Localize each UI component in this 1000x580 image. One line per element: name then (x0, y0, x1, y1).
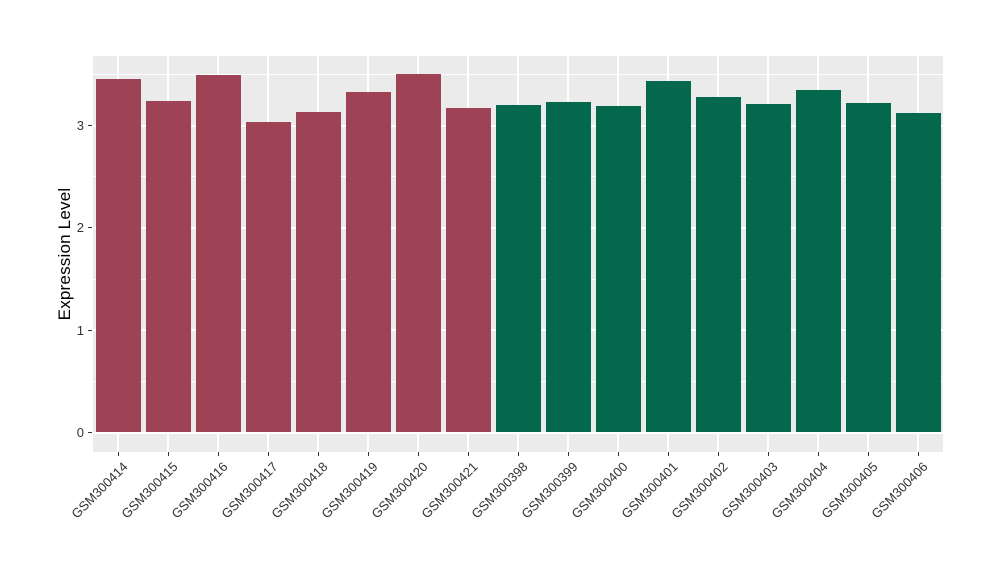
x-tick-mark (617, 452, 619, 456)
bar-GSM300402 (695, 96, 741, 433)
bar-GSM300418 (295, 112, 341, 433)
x-tick-mark (867, 452, 869, 456)
y-tick-label: 1 (76, 322, 84, 338)
x-tick-mark (467, 452, 469, 456)
x-tick-mark (717, 452, 719, 456)
bar-GSM300400 (595, 106, 641, 433)
x-tick-mark (317, 452, 319, 456)
bar-GSM300399 (545, 102, 591, 433)
bar-GSM300403 (745, 104, 791, 433)
x-tick-mark (817, 452, 819, 456)
x-tick-mark (667, 452, 669, 456)
x-tick-mark (417, 452, 419, 456)
x-tick-mark (517, 452, 519, 456)
bar-GSM300414 (95, 78, 141, 433)
x-tick-mark (217, 452, 219, 456)
bar-GSM300416 (195, 75, 241, 433)
bar-GSM300419 (345, 91, 391, 433)
bar-GSM300406 (895, 113, 941, 433)
y-tick-mark (88, 125, 92, 127)
x-tick-mark (917, 452, 919, 456)
y-tick-mark (88, 227, 92, 229)
x-tick-mark (567, 452, 569, 456)
x-tick-mark (267, 452, 269, 456)
x-tick-mark (767, 452, 769, 456)
x-tick-mark (117, 452, 119, 456)
x-tick-mark (167, 452, 169, 456)
x-tick-mark (367, 452, 369, 456)
bar-GSM300405 (845, 103, 891, 433)
bar-GSM300415 (145, 101, 191, 433)
y-axis-title: Expression Level (55, 187, 74, 321)
y-tick-label: 0 (76, 425, 84, 440)
bar-GSM300421 (445, 108, 491, 433)
bar-GSM300420 (395, 74, 441, 433)
bar-GSM300398 (495, 105, 541, 433)
bar-GSM300417 (245, 121, 291, 433)
y-tick-mark (88, 329, 92, 331)
y-tick-label: 3 (76, 118, 84, 134)
bar-GSM300404 (795, 89, 841, 433)
plot-panel (93, 56, 943, 452)
bar-GSM300401 (645, 80, 691, 433)
y-tick-mark (88, 432, 92, 433)
y-tick-label: 2 (76, 220, 84, 236)
